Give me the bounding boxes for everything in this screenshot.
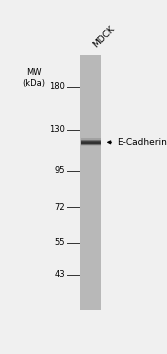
Bar bbox=[80, 55, 101, 310]
Bar bbox=[81, 138, 101, 147]
Text: 55: 55 bbox=[54, 238, 65, 247]
Bar bbox=[81, 138, 101, 145]
Text: 43: 43 bbox=[54, 270, 65, 279]
Text: 72: 72 bbox=[54, 203, 65, 212]
Bar bbox=[81, 140, 101, 145]
Bar bbox=[81, 141, 101, 146]
Text: E-Cadherin: E-Cadherin bbox=[117, 138, 166, 147]
Bar bbox=[81, 142, 101, 144]
Text: 130: 130 bbox=[49, 125, 65, 134]
Text: 95: 95 bbox=[54, 166, 65, 175]
Bar bbox=[81, 141, 101, 144]
Text: MDCK: MDCK bbox=[91, 24, 117, 49]
Text: 180: 180 bbox=[49, 82, 65, 91]
Text: MW
(kDa): MW (kDa) bbox=[22, 68, 45, 88]
